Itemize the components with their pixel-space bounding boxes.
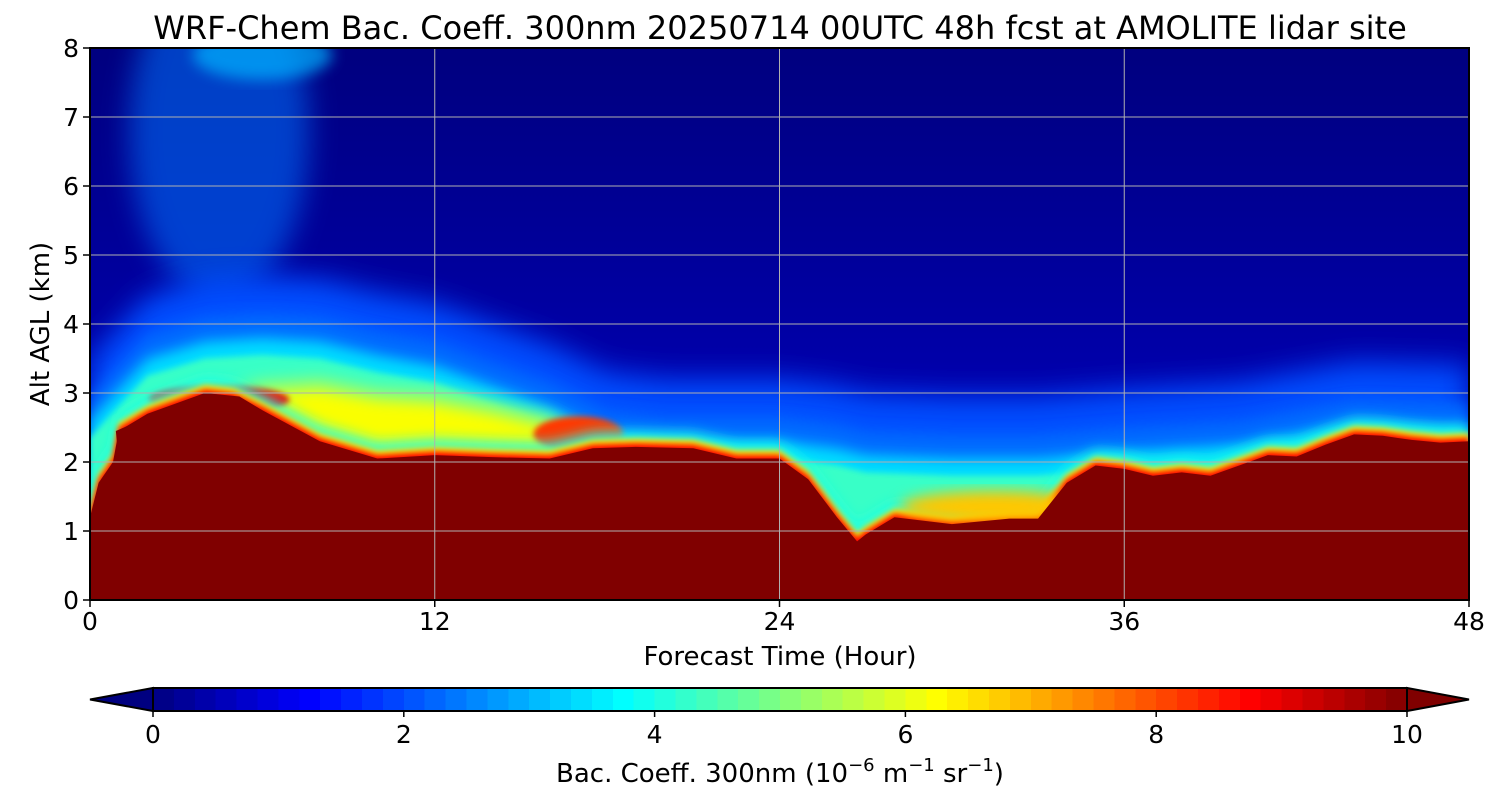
x-tick-label: 0 <box>82 607 98 636</box>
y-axis: 0 1 2 3 4 5 6 7 8 <box>63 34 90 615</box>
x-tick-label: 24 <box>764 607 796 636</box>
colorbar-tick-label: 0 <box>145 720 161 749</box>
colorbar-frame <box>152 687 1408 712</box>
colorbar-tick-label: 6 <box>897 720 913 749</box>
colorbar-tick-label: 2 <box>396 720 412 749</box>
y-tick-label: 4 <box>63 310 79 339</box>
colorbar-body <box>153 688 1407 711</box>
y-tick-label: 6 <box>63 172 79 201</box>
y-tick-label: 2 <box>63 448 79 477</box>
plot-area <box>90 48 1469 600</box>
colorbar-tick-label: 8 <box>1148 720 1164 749</box>
x-tick-label: 12 <box>419 607 451 636</box>
colorbar-low-extension <box>89 686 154 713</box>
y-tick-label: 7 <box>63 103 79 132</box>
saturated-layer-tongue <box>115 393 263 464</box>
y-axis-label: Alt AGL (km) <box>26 242 56 406</box>
y-tick-label: 1 <box>63 517 79 546</box>
y-tick-label: 5 <box>63 241 79 270</box>
x-tick-label: 36 <box>1108 607 1140 636</box>
colorbar-ticks: 0 2 4 6 8 10 <box>145 711 1423 749</box>
y-tick-label: 8 <box>63 34 79 63</box>
colorbar-tick-label: 4 <box>647 720 663 749</box>
colorbar-high-extension <box>1406 686 1470 713</box>
x-axis-label: Forecast Time (Hour) <box>643 642 916 672</box>
chart-title: WRF-Chem Bac. Coeff. 300nm 20250714 00UT… <box>153 9 1407 47</box>
grid-lines <box>90 48 1469 600</box>
y-tick-label: 0 <box>63 586 79 615</box>
upper-plume <box>129 48 310 301</box>
upper-plume-top <box>192 48 333 80</box>
x-tick-label: 48 <box>1453 607 1485 636</box>
y-tick-label: 3 <box>63 379 79 408</box>
colorbar-tick-label: 10 <box>1391 720 1423 749</box>
x-axis: 0 12 24 36 48 <box>82 600 1485 636</box>
colorbar-label: Bac. Coeff. 300nm (10−6 m−1 sr−1) <box>556 755 1004 789</box>
colorbar: 0 2 4 6 8 10 Bac. Coeff. 300nm (10−6 m−1 sr−1… <box>89 686 1470 789</box>
